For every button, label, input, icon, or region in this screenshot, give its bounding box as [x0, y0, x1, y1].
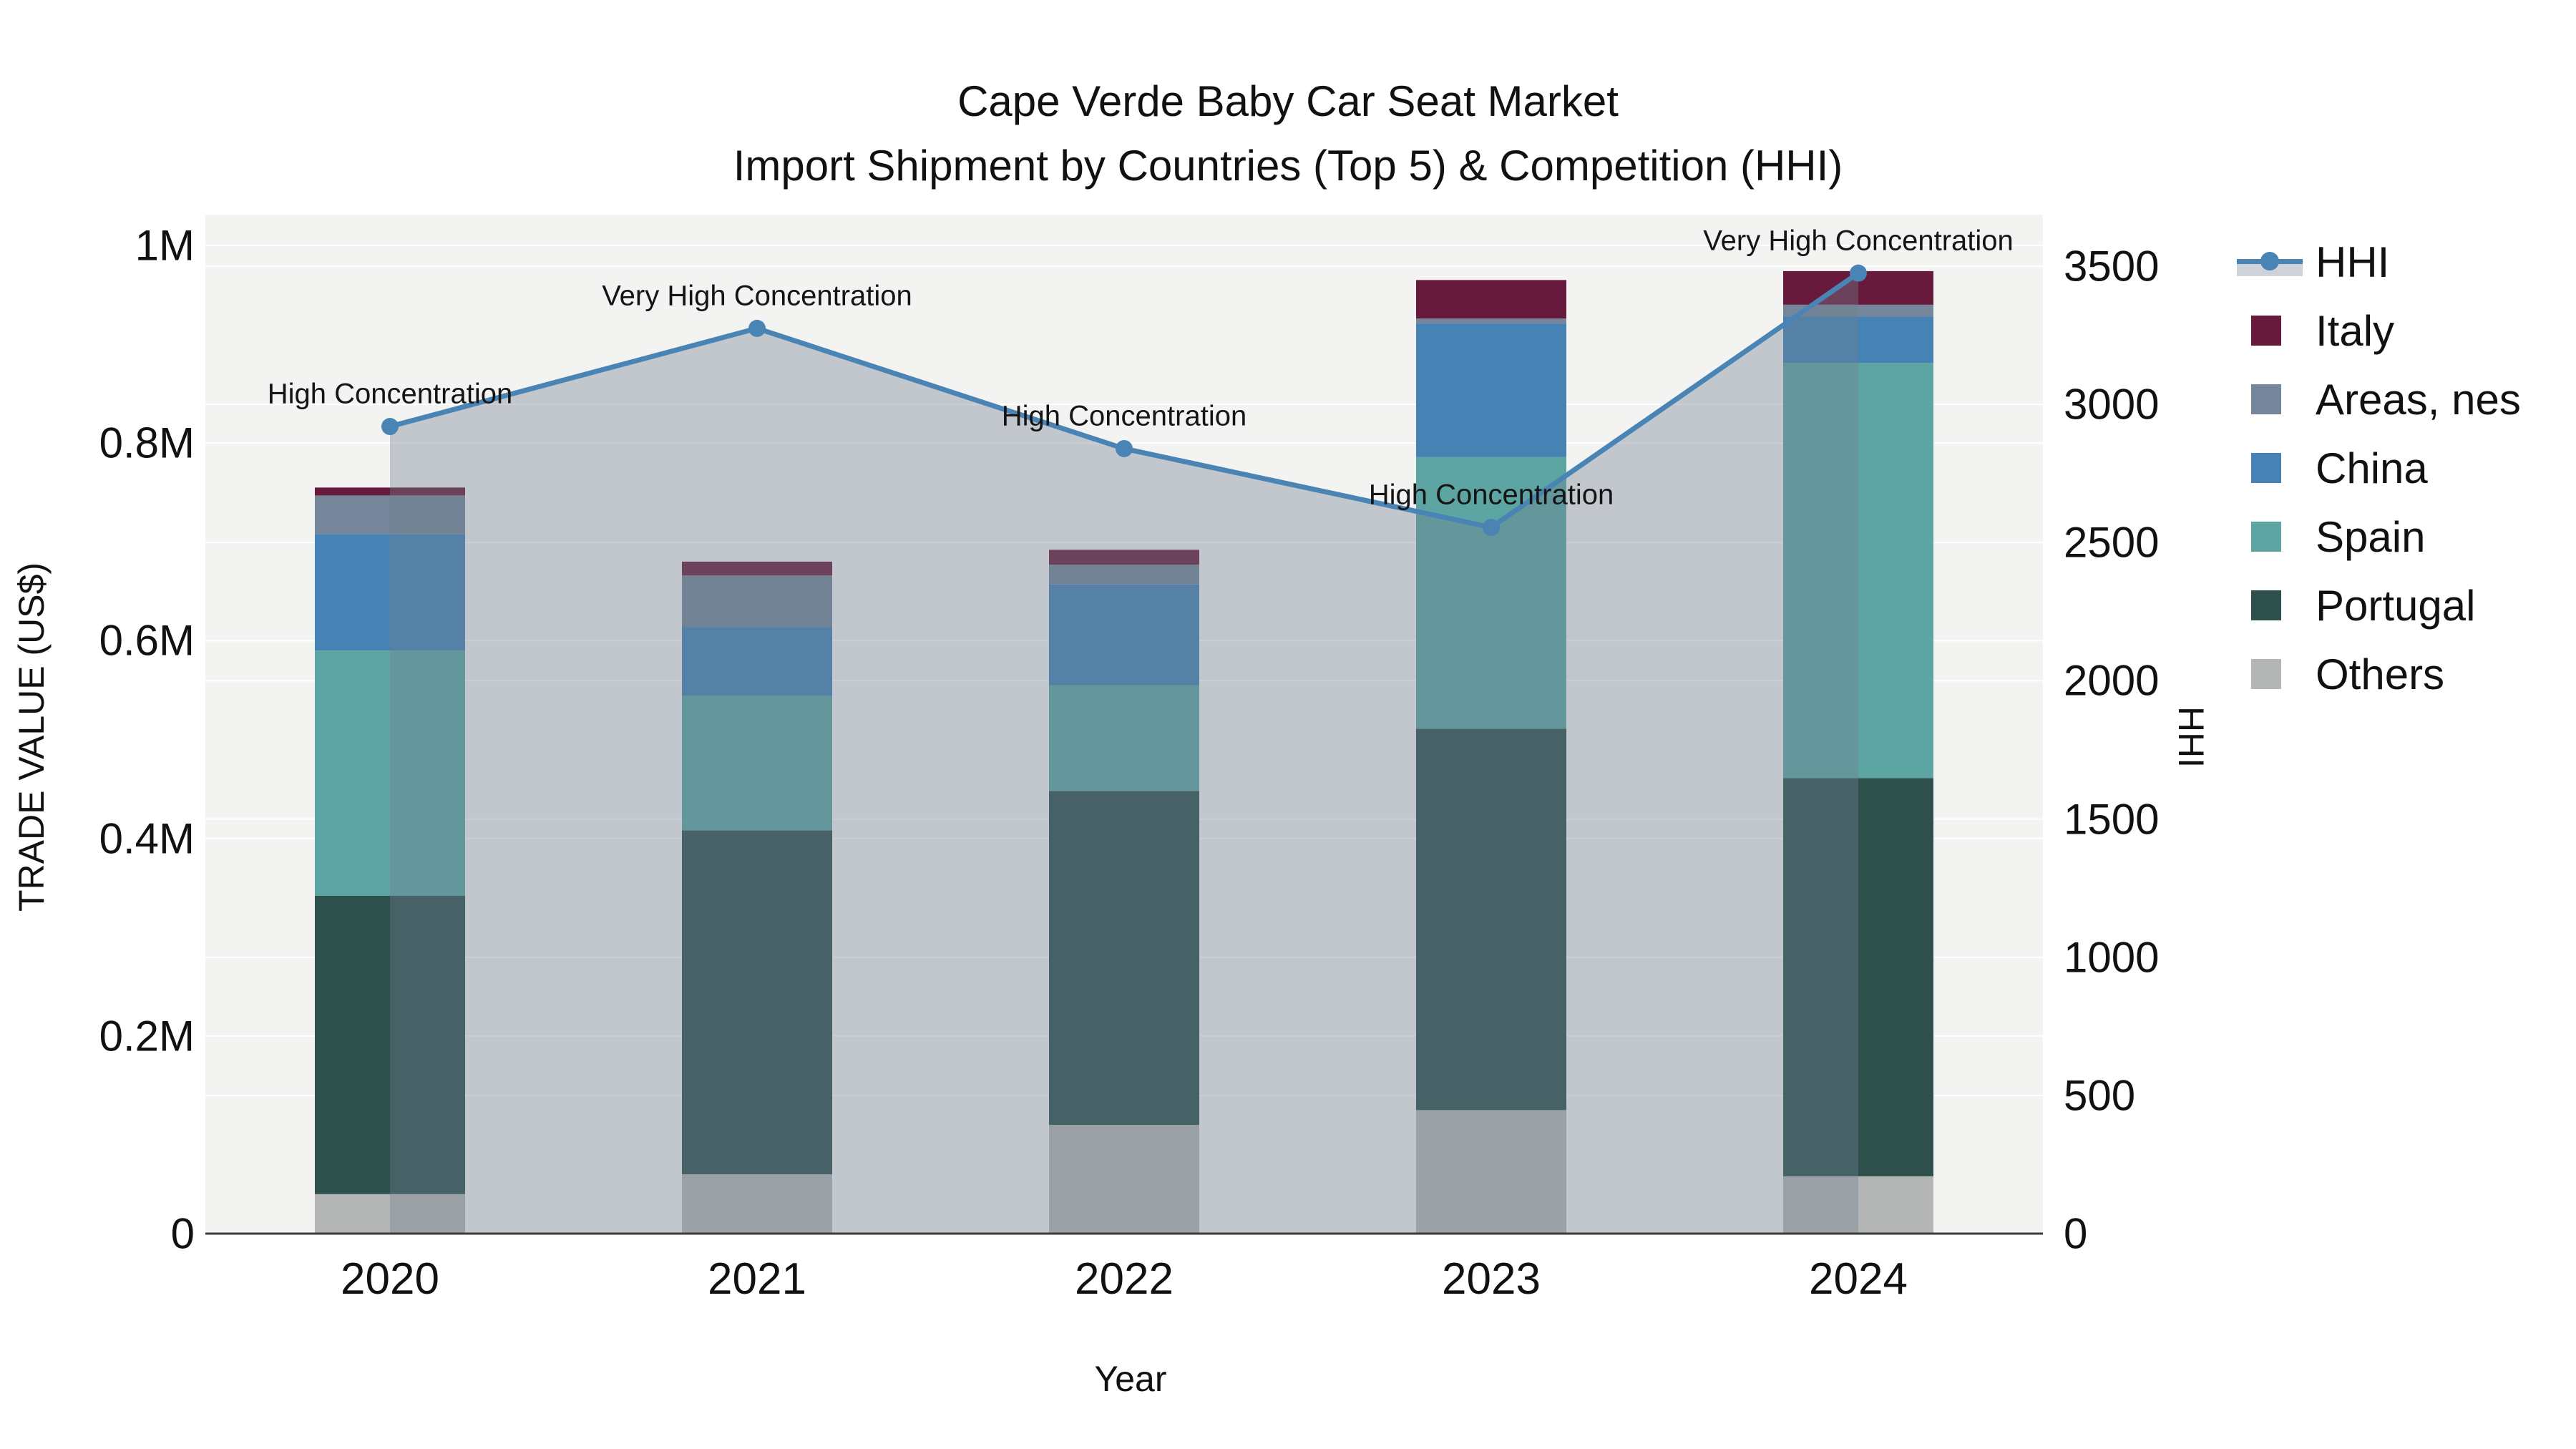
bar-segment-spain-2020 — [315, 650, 465, 896]
y-axis-title-left: TRADE VALUE (US$) — [11, 562, 52, 912]
x-tick-label-2021: 2021 — [708, 1254, 806, 1304]
legend-color-swatch — [2251, 590, 2281, 620]
legend-item-spain[interactable]: Spain — [2233, 502, 2521, 571]
bar-segment-areas-nes-2021 — [682, 575, 832, 628]
bar-segment-italy-2020 — [315, 487, 465, 496]
legend-label: China — [2316, 444, 2428, 492]
bar-segment-portugal-2024 — [1783, 778, 1933, 1176]
legend-color-swatch — [2251, 659, 2281, 689]
y-left-tick-label-0.6M: 0.6M — [99, 616, 195, 665]
y-right-tick-label-2500: 2500 — [2064, 518, 2160, 567]
y-right-tick-label-1500: 1500 — [2064, 795, 2160, 844]
legend-label: Areas, nes — [2316, 375, 2521, 424]
bar-segment-china-2023 — [1416, 323, 1566, 457]
bar-segment-areas-nes-2020 — [315, 495, 465, 535]
bar-segment-italy-2022 — [1049, 550, 1199, 565]
bar-segment-others-2022 — [1049, 1125, 1199, 1234]
legend-color-swatch — [2251, 316, 2281, 346]
legend-item-portugal[interactable]: Portugal — [2233, 571, 2521, 640]
y-right-tick-label-0: 0 — [2064, 1209, 2088, 1258]
y-right-tick-label-1000: 1000 — [2064, 933, 2160, 982]
hhi-legend-marker-icon — [2260, 252, 2279, 270]
annotation-2024: Very High Concentration — [1703, 225, 2014, 257]
annotation-2022: High Concentration — [1001, 400, 1247, 432]
bar-segment-portugal-2023 — [1416, 728, 1566, 1111]
hhi-marker-2022 — [1116, 439, 1133, 457]
bar-segment-china-2020 — [315, 534, 465, 651]
y-left-tick-label-0.2M: 0.2M — [99, 1012, 195, 1060]
bar-segment-areas-nes-2023 — [1416, 318, 1566, 324]
hhi-area-fill — [390, 273, 1858, 1234]
chart-title: Cape Verde Baby Car Seat Market Import S… — [0, 69, 2576, 198]
legend-label: Others — [2316, 650, 2445, 698]
legend-item-others[interactable]: Others — [2233, 640, 2521, 708]
bar-segment-china-2022 — [1049, 584, 1199, 686]
bar-segment-spain-2021 — [682, 696, 832, 831]
y-left-tick-label-0.8M: 0.8M — [99, 419, 195, 467]
legend-label: Italy — [2316, 306, 2395, 355]
legend-symbol — [2233, 640, 2316, 708]
bar-segment-portugal-2021 — [682, 830, 832, 1175]
bar-segment-areas-nes-2022 — [1049, 565, 1199, 585]
legend-item-china[interactable]: China — [2233, 434, 2521, 502]
x-tick-label-2023: 2023 — [1442, 1254, 1541, 1304]
annotation-2021: Very High Concentration — [602, 280, 912, 312]
hhi-marker-2024 — [1850, 264, 1867, 282]
x-axis-title: Year — [1094, 1359, 1167, 1399]
bar-segment-portugal-2022 — [1049, 791, 1199, 1126]
legend-label: Spain — [2316, 512, 2426, 561]
y-left-tick-label-0: 0 — [170, 1209, 195, 1258]
bar-segment-portugal-2020 — [315, 895, 465, 1194]
bar-segment-italy-2021 — [682, 561, 832, 576]
legend-item-areas-nes[interactable]: Areas, nes — [2233, 365, 2521, 434]
x-tick-label-2020: 2020 — [341, 1254, 439, 1304]
legend-symbol — [2233, 365, 2316, 434]
legend: HHI Italy Areas, nes China Spain Portugal Othe… — [2233, 228, 2521, 708]
y-right-tick-label-500: 500 — [2064, 1071, 2136, 1120]
bar-segment-spain-2023 — [1416, 457, 1566, 729]
legend-symbol — [2233, 296, 2316, 365]
hhi-marker-2023 — [1483, 519, 1500, 537]
legend-color-swatch — [2251, 453, 2281, 483]
legend-symbol — [2233, 434, 2316, 502]
legend-symbol — [2233, 571, 2316, 640]
bar-segment-others-2020 — [315, 1194, 465, 1234]
legend-color-swatch — [2251, 522, 2281, 552]
legend-color-swatch — [2251, 384, 2281, 414]
x-tick-label-2022: 2022 — [1075, 1254, 1174, 1304]
legend-label: HHI — [2316, 238, 2390, 286]
legend-symbol — [2233, 502, 2316, 571]
chart-title-line1: Cape Verde Baby Car Seat Market — [957, 77, 1619, 125]
y-axis-title-right: HHI — [2171, 706, 2211, 769]
bar-segment-areas-nes-2024 — [1783, 304, 1933, 317]
bar-segment-spain-2024 — [1783, 363, 1933, 779]
x-tick-label-2024: 2024 — [1809, 1254, 1908, 1304]
y-right-tick-label-3000: 3000 — [2064, 380, 2160, 429]
legend-item-italy[interactable]: Italy — [2233, 296, 2521, 365]
bar-segment-others-2023 — [1416, 1110, 1566, 1234]
chart-title-line2: Import Shipment by Countries (Top 5) & C… — [733, 142, 1843, 190]
y-left-tick-label-0.4M: 0.4M — [99, 814, 195, 863]
annotation-2023: High Concentration — [1368, 479, 1614, 511]
hhi-marker-2021 — [748, 319, 766, 337]
bar-segment-spain-2022 — [1049, 685, 1199, 791]
bar-segment-china-2021 — [682, 627, 832, 696]
legend-label: Portugal — [2316, 581, 2476, 630]
y-right-tick-label-3500: 3500 — [2064, 242, 2160, 291]
bar-segment-others-2021 — [682, 1174, 832, 1234]
y-left-tick-label-1M: 1M — [135, 221, 195, 270]
bar-segment-others-2024 — [1783, 1176, 1933, 1234]
annotation-2020: High Concentration — [267, 378, 513, 410]
hhi-marker-2020 — [381, 418, 399, 436]
legend-symbol — [2233, 228, 2316, 296]
bar-segment-china-2024 — [1783, 316, 1933, 364]
bar-segment-italy-2023 — [1416, 280, 1566, 319]
y-right-tick-label-2000: 2000 — [2064, 656, 2160, 705]
legend-item-hhi[interactable]: HHI — [2233, 228, 2521, 296]
